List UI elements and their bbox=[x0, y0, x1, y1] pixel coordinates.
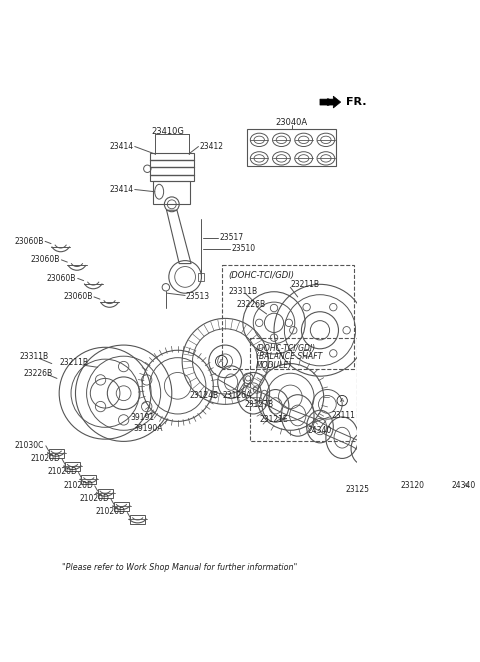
Text: A: A bbox=[464, 483, 468, 489]
Bar bbox=[130, 516, 145, 524]
Text: 23211B: 23211B bbox=[290, 280, 319, 289]
Text: (DOHC-TCI/GDI): (DOHC-TCI/GDI) bbox=[255, 344, 316, 353]
Bar bbox=[98, 489, 112, 498]
Text: (DOHC-TCI/GDI): (DOHC-TCI/GDI) bbox=[228, 271, 294, 280]
Text: 23517: 23517 bbox=[220, 233, 244, 242]
Bar bbox=[250, 338, 357, 442]
Text: 23124B: 23124B bbox=[190, 391, 219, 400]
Text: 39190A: 39190A bbox=[133, 424, 163, 434]
Text: 23226B: 23226B bbox=[24, 369, 53, 378]
Bar bbox=[82, 475, 96, 485]
Text: 24340: 24340 bbox=[308, 426, 332, 435]
Text: 23060B: 23060B bbox=[63, 293, 93, 301]
Text: 23311B: 23311B bbox=[20, 352, 49, 361]
Text: MODULE): MODULE) bbox=[255, 361, 292, 370]
Bar bbox=[222, 265, 354, 369]
Text: 23060B: 23060B bbox=[31, 256, 60, 264]
Bar bbox=[198, 273, 204, 281]
Text: 23125: 23125 bbox=[345, 485, 369, 494]
Text: FR.: FR. bbox=[346, 97, 366, 107]
Bar bbox=[153, 181, 190, 204]
Text: 23127B: 23127B bbox=[245, 400, 274, 409]
Polygon shape bbox=[320, 96, 341, 108]
Text: 23120: 23120 bbox=[401, 481, 425, 491]
Text: 21020D: 21020D bbox=[63, 481, 93, 490]
Text: A: A bbox=[340, 398, 344, 403]
Text: 21030C: 21030C bbox=[15, 441, 44, 449]
FancyArrowPatch shape bbox=[323, 99, 334, 105]
Text: 21020D: 21020D bbox=[47, 467, 77, 476]
Text: 23513: 23513 bbox=[185, 293, 209, 301]
Text: 23410G: 23410G bbox=[152, 127, 184, 136]
Text: 21020D: 21020D bbox=[31, 454, 60, 463]
Text: 23311B: 23311B bbox=[229, 287, 258, 296]
Text: 23414: 23414 bbox=[109, 185, 133, 194]
Bar bbox=[247, 128, 336, 166]
Text: A: A bbox=[219, 359, 224, 364]
Text: 23510: 23510 bbox=[231, 244, 255, 254]
Bar bbox=[150, 153, 194, 181]
Text: 21020D: 21020D bbox=[80, 494, 109, 503]
Text: 23211B: 23211B bbox=[59, 358, 88, 367]
Bar bbox=[114, 502, 129, 511]
Text: 24340: 24340 bbox=[452, 481, 476, 491]
Text: 23412: 23412 bbox=[200, 142, 224, 151]
Text: "Please refer to Work Shop Manual for further information": "Please refer to Work Shop Manual for fu… bbox=[61, 563, 297, 572]
Text: 21020D: 21020D bbox=[96, 507, 126, 516]
Bar bbox=[49, 449, 64, 457]
Text: 23111: 23111 bbox=[331, 411, 355, 420]
Text: 23060B: 23060B bbox=[14, 237, 44, 246]
Text: 23226B: 23226B bbox=[237, 300, 266, 309]
Text: 23414: 23414 bbox=[109, 142, 133, 151]
Text: 23040A: 23040A bbox=[276, 118, 308, 127]
Text: 23126A: 23126A bbox=[222, 391, 252, 400]
Bar bbox=[65, 462, 80, 471]
Text: (BALANCE SHAFT: (BALANCE SHAFT bbox=[255, 352, 322, 361]
Text: 23060B: 23060B bbox=[47, 274, 76, 283]
Text: 23121E: 23121E bbox=[259, 414, 288, 424]
Text: 39191: 39191 bbox=[130, 413, 154, 422]
